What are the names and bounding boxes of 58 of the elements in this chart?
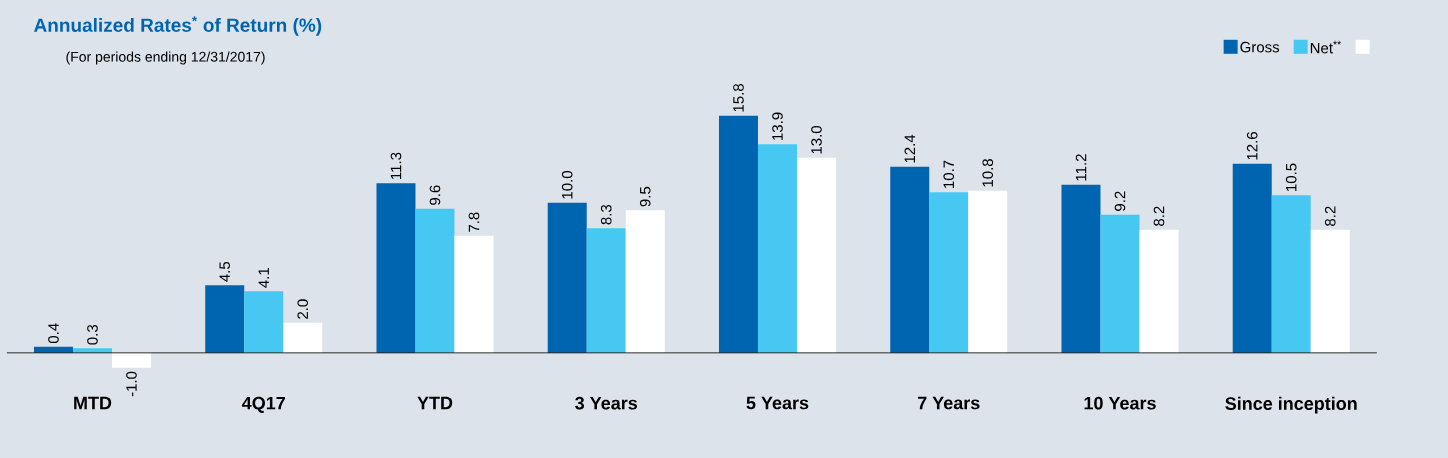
data-label: 13.0 [811, 125, 822, 154]
data-label: 7.8 [468, 212, 480, 232]
bar [1100, 214, 1140, 353]
bar [625, 210, 665, 353]
bar [283, 322, 323, 353]
bar [1061, 184, 1101, 353]
x-tick-label: 4Q17 [241, 396, 285, 413]
data-label: 8.2 [1324, 206, 1336, 226]
bar [890, 166, 930, 353]
data-label: 11.2 [1075, 154, 1087, 181]
data-label: 0.3 [87, 324, 98, 345]
data-label: 13.9 [772, 112, 783, 140]
data-label: 8.3 [600, 204, 612, 225]
x-tick-label: MTD [74, 396, 112, 410]
bar [1139, 229, 1179, 353]
bar [929, 192, 969, 353]
data-label: 11.3 [390, 152, 402, 179]
data-label: 10.5 [1285, 163, 1297, 191]
x-tick-label: 5 Years [746, 396, 809, 410]
x-tick-label: 7 Years [917, 396, 980, 410]
bar [547, 202, 587, 353]
data-label: 0.4 [48, 323, 59, 344]
x-tick-label: 10 Years [1084, 396, 1156, 410]
bar [454, 235, 494, 353]
bar [205, 285, 245, 353]
bar [415, 208, 455, 353]
bar [757, 144, 797, 353]
bar [718, 115, 758, 353]
bar [111, 352, 151, 368]
data-label: 10.7 [943, 160, 955, 188]
data-label: 8.2 [1153, 206, 1165, 226]
bar [1271, 195, 1311, 353]
bar [1310, 229, 1350, 353]
data-label: 10.8 [982, 159, 994, 187]
data-label: 10.0 [561, 170, 573, 199]
data-label: -1.0 [126, 371, 137, 397]
data-label: 9.5 [639, 186, 651, 207]
x-tick-label: Since inception [1225, 396, 1357, 414]
chart-title: Annualized Rates$^{*}$ of Return (%) [34, 16, 322, 36]
bar [586, 228, 626, 353]
x-tick-label: YTD [417, 396, 453, 410]
data-label: 12.4 [904, 134, 915, 163]
data-label: 9.6 [429, 185, 441, 205]
legend-label: Net$^{**}$ [1310, 40, 1341, 54]
bar [968, 190, 1008, 353]
data-label: 15.8 [733, 84, 744, 112]
x-tick-label: 3 Years [575, 396, 638, 410]
data-label: 2.0 [297, 299, 309, 319]
data-label: 9.2 [1114, 191, 1126, 211]
data-label: 4.1 [258, 268, 269, 288]
bar [376, 183, 416, 353]
bar [244, 291, 284, 353]
data-label: 4.5 [219, 261, 230, 282]
legend-label: Gross [1240, 41, 1280, 53]
data-label: 12.6 [1246, 132, 1258, 160]
chart-subtitle: (For periods ending 12/31/2017) [66, 51, 265, 65]
bar [1232, 163, 1272, 353]
bar [796, 157, 836, 353]
